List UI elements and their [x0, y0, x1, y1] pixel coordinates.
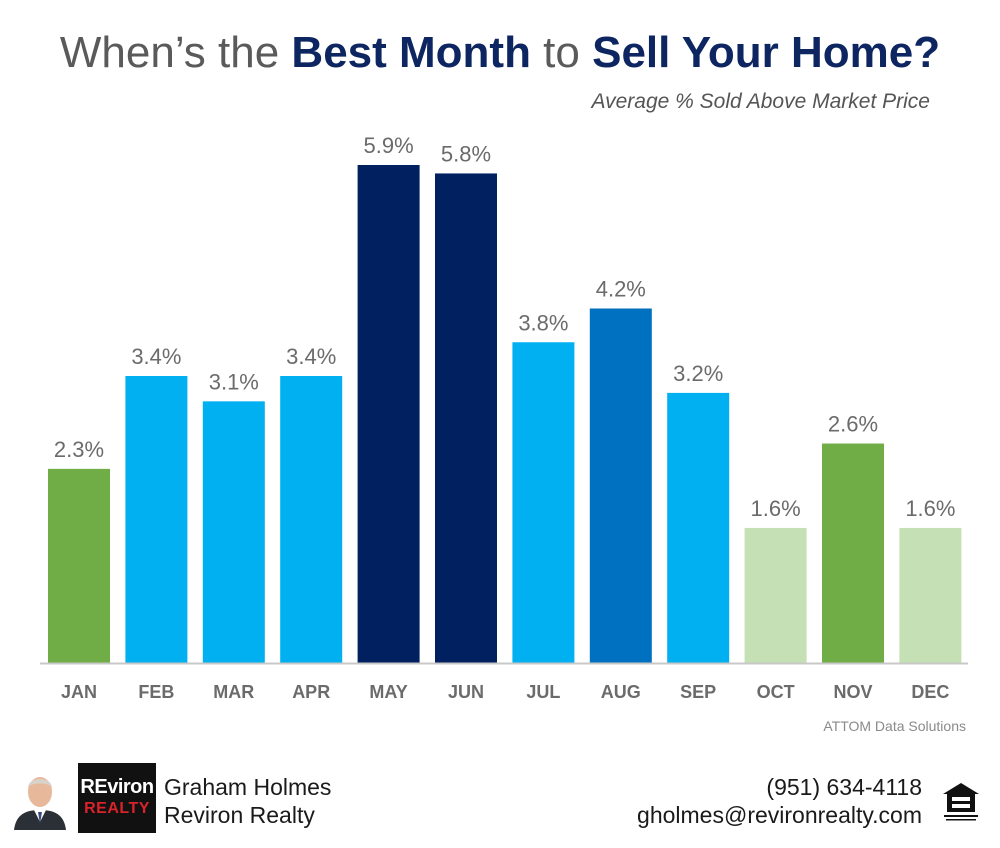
tick-label-feb: FEB	[138, 682, 174, 702]
data-label-oct: 1.6%	[751, 496, 801, 521]
logo-line-2: REALTY	[84, 800, 150, 817]
title-part-3: to	[530, 28, 593, 77]
bar-apr	[280, 376, 343, 663]
source-note: ATTOM Data Solutions	[823, 718, 966, 734]
contact-phone: (951) 634-4118	[766, 774, 922, 800]
tick-label-jan: JAN	[61, 682, 97, 702]
title-part-4: Sell Your Home?	[592, 28, 941, 77]
tick-label-nov: NOV	[833, 682, 872, 702]
bars-group: 2.3% JAN 3.4% FEB 3.1% MAR 3.4% APR 5.9% MAY 5.8% J…	[48, 133, 962, 702]
bar-jul	[512, 342, 575, 663]
data-label-nov: 2.6%	[828, 412, 878, 437]
data-label-feb: 3.4%	[131, 344, 181, 369]
tick-label-dec: DEC	[911, 682, 949, 702]
logo-line-1: REviron	[80, 776, 154, 798]
bar-jan	[48, 468, 110, 663]
data-label-aug: 4.2%	[596, 276, 646, 301]
data-label-jul: 3.8%	[518, 310, 568, 335]
tick-label-may: MAY	[369, 682, 407, 702]
agent-name: Graham Holmes	[164, 774, 332, 800]
bar-aug	[589, 308, 652, 663]
bar-chart: 2.3% JAN 3.4% FEB 3.1% MAR 3.4% APR 5.9% MAY 5.8% J…	[40, 133, 968, 702]
title-part-2: Best Month	[291, 28, 531, 77]
tick-label-jul: JUL	[526, 682, 560, 702]
data-label-sep: 3.2%	[673, 361, 723, 386]
bar-nov	[822, 443, 884, 663]
title-part-1: When’s the	[59, 28, 292, 77]
tick-label-oct: OCT	[757, 682, 795, 702]
tick-label-jun: JUN	[448, 682, 484, 702]
bar-mar	[202, 401, 265, 663]
bar-dec	[899, 527, 962, 663]
data-label-jan: 2.3%	[54, 437, 104, 462]
bar-jun	[435, 173, 497, 663]
bar-oct	[744, 527, 807, 663]
contact-email: gholmes@revironrealty.com	[637, 802, 922, 828]
data-label-jun: 5.8%	[441, 141, 491, 166]
tick-label-mar: MAR	[213, 682, 254, 702]
chart-subtitle: Average % Sold Above Market Price	[591, 90, 930, 113]
equal-housing-opportunity-icon	[943, 783, 979, 821]
bar-may	[357, 165, 420, 663]
company-logo: REviron REALTY	[78, 763, 156, 833]
data-label-dec: 1.6%	[905, 496, 955, 521]
data-label-may: 5.9%	[364, 133, 414, 158]
data-label-apr: 3.4%	[286, 344, 336, 369]
agent-photo-icon	[10, 766, 70, 830]
tick-label-apr: APR	[292, 682, 330, 702]
chart-title: When’s the Best Month to Sell Your Home?	[0, 28, 1000, 78]
tick-label-sep: SEP	[680, 682, 716, 702]
tick-label-aug: AUG	[601, 682, 641, 702]
data-label-mar: 3.1%	[209, 369, 259, 394]
agent-company: Reviron Realty	[164, 802, 315, 828]
bar-sep	[667, 392, 730, 663]
bar-feb	[125, 376, 188, 663]
